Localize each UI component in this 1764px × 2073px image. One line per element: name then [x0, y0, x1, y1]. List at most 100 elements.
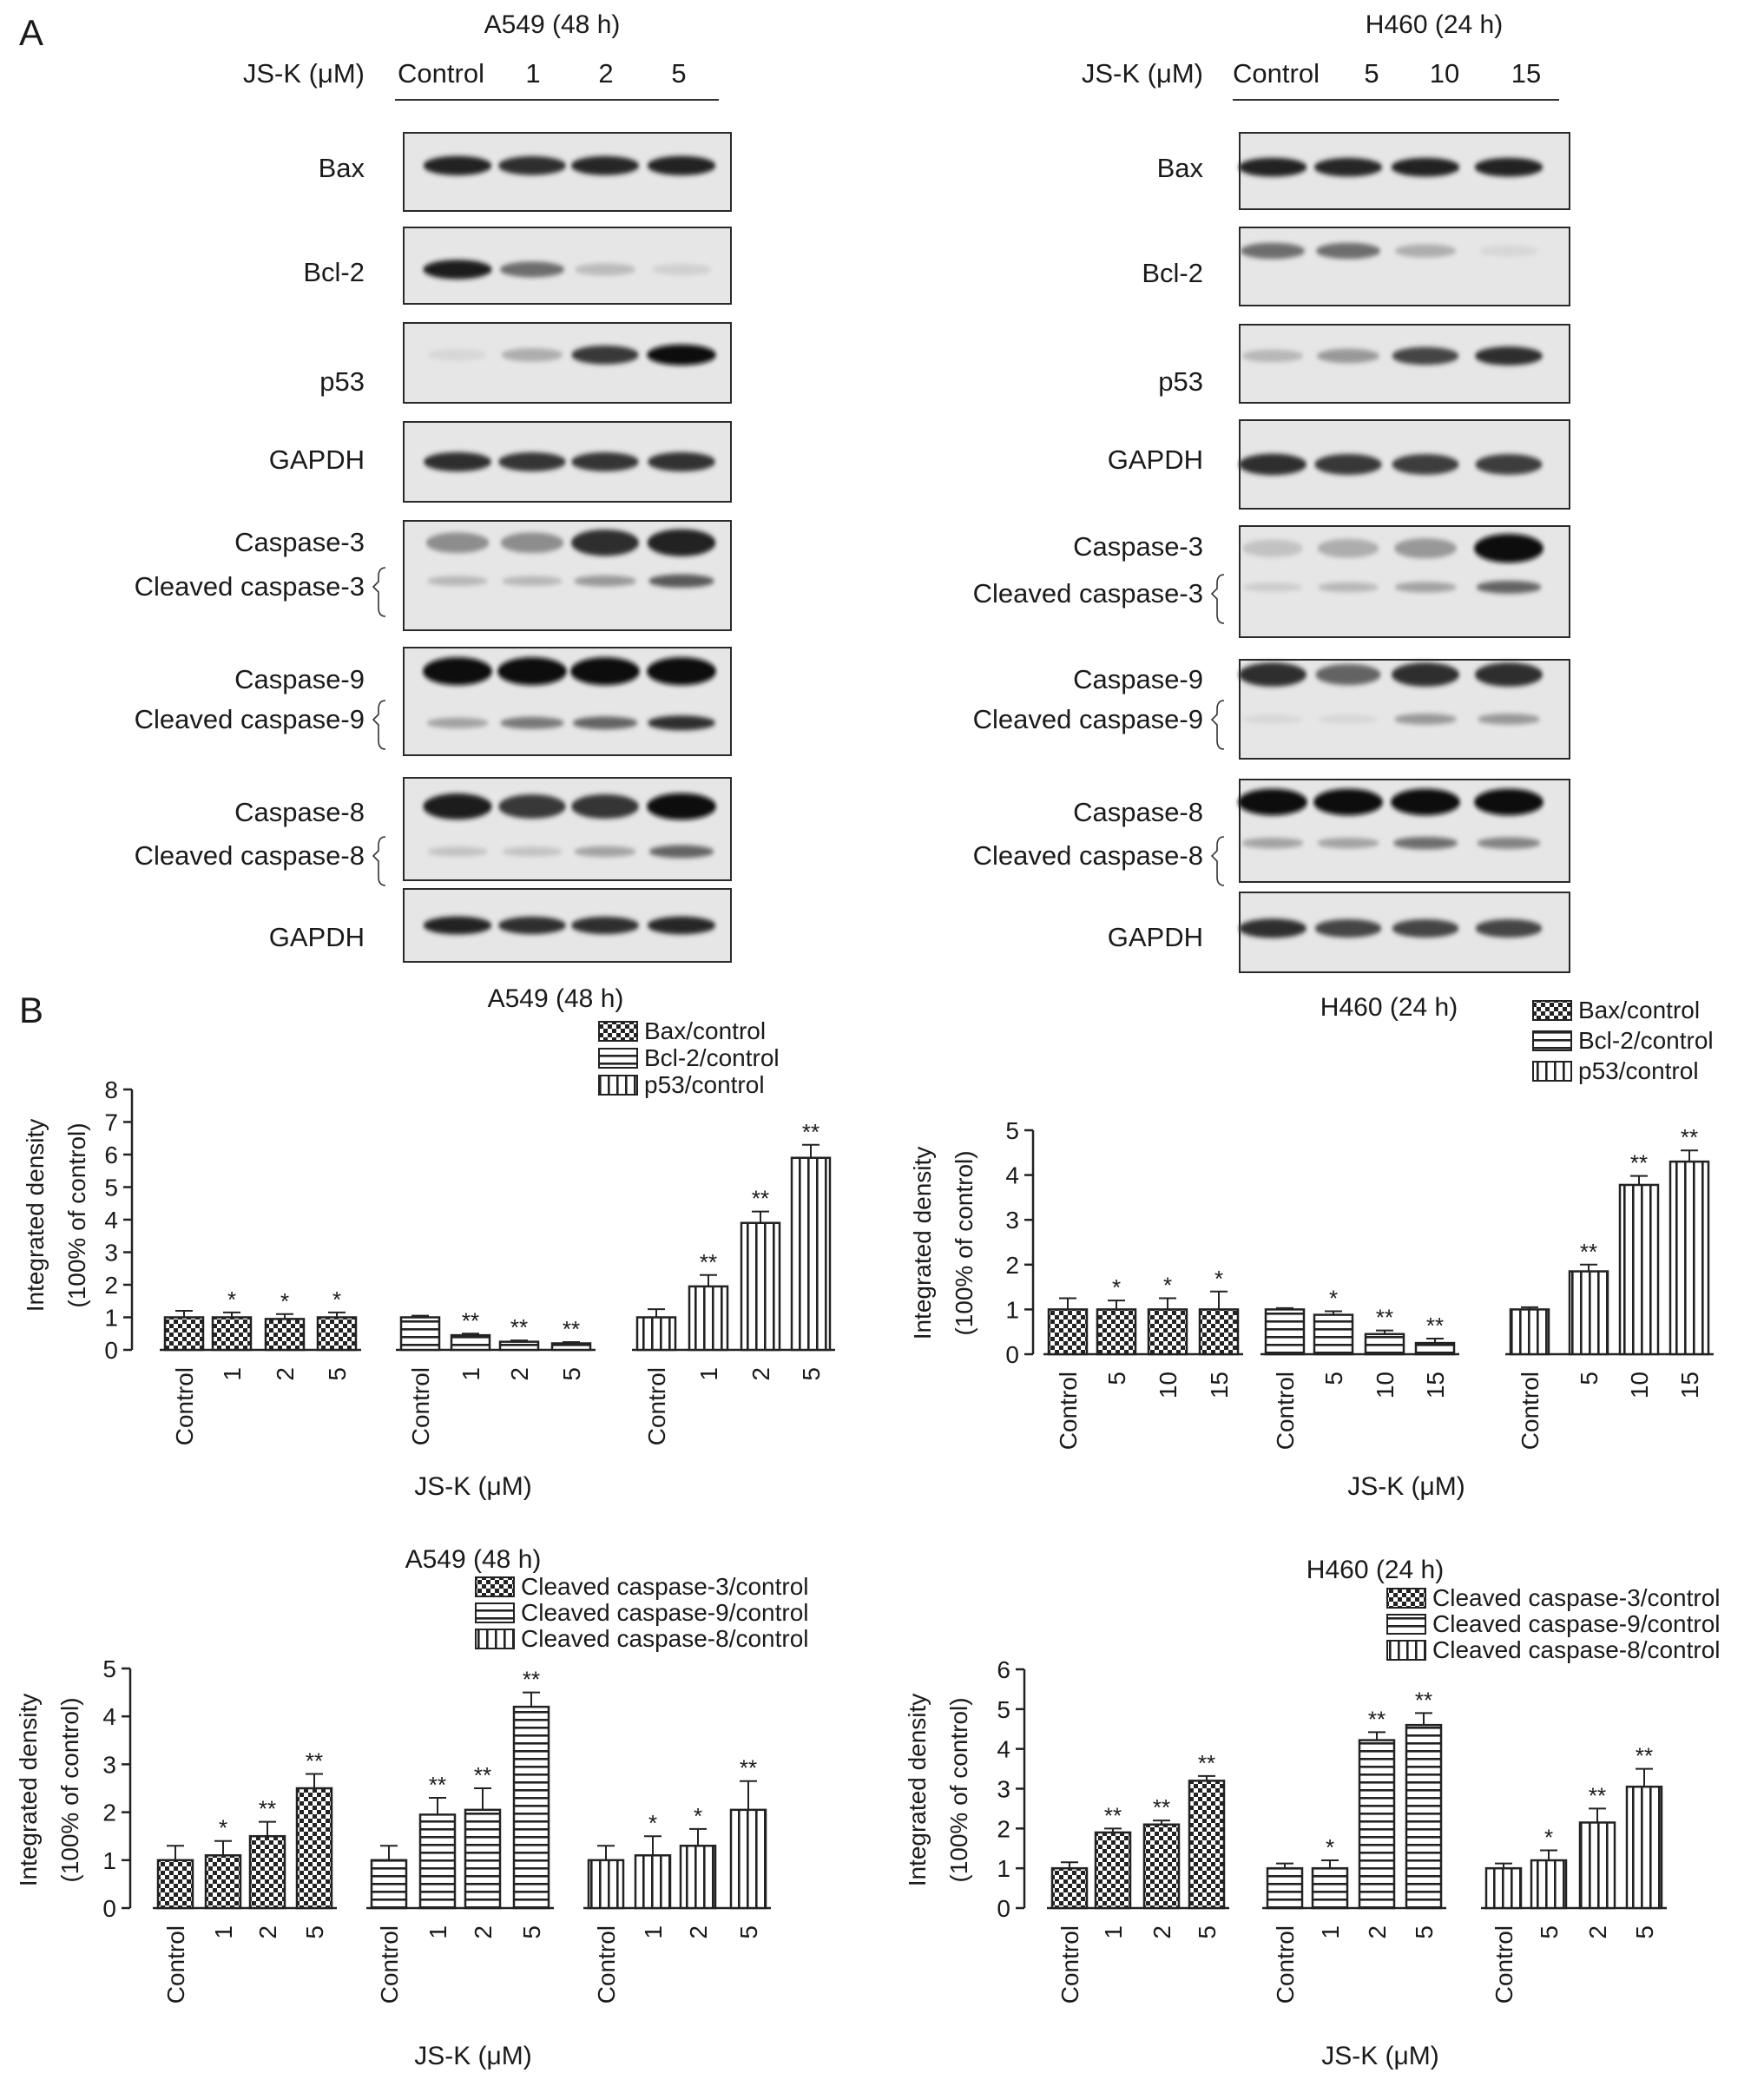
chart-title: H460 (24 h) — [1307, 1556, 1444, 1584]
significance-marker: ** — [1580, 1239, 1597, 1265]
blot-label: Caspase-9 — [1073, 664, 1203, 694]
legend-swatch — [1386, 1614, 1426, 1635]
legend-label: Bax/control — [644, 1017, 766, 1044]
blot-band — [571, 793, 639, 819]
legend-swatch — [475, 1576, 515, 1597]
blot-band — [1240, 242, 1306, 260]
blot-band — [647, 916, 716, 935]
blot-band — [497, 155, 567, 175]
y-tick-label: 7 — [104, 1109, 118, 1136]
blot-band — [500, 532, 564, 554]
wb-lane-label: 15 — [1511, 58, 1541, 89]
significance-marker: ** — [740, 1755, 757, 1781]
y-tick-label: 4 — [104, 1207, 118, 1234]
bracket-icon — [1210, 836, 1225, 886]
bar — [512, 1705, 550, 1910]
blot-label: Caspase-3 — [234, 527, 365, 557]
x-axis-label: JS-K (μM) — [1321, 2042, 1439, 2070]
significance-marker: * — [219, 1815, 227, 1841]
x-tick-label: 5 — [798, 1367, 825, 1381]
y-tick-label: 4 — [102, 1703, 116, 1730]
bar-chart-h460-caspases: H460 (24 h) 0 1 2 3 4 5 6 Integrated density (100… — [904, 1556, 1721, 2070]
legend-label: Bcl-2/control — [644, 1044, 780, 1071]
bar — [1188, 1780, 1226, 1910]
significance-marker: * — [1326, 1834, 1334, 1860]
blot-band — [1242, 582, 1303, 592]
blot-band — [1317, 538, 1379, 558]
blot-band — [425, 532, 490, 554]
blot-label: p53 — [1158, 366, 1203, 397]
blot-band — [1477, 714, 1541, 725]
x-tick-label: 15 — [1422, 1372, 1449, 1398]
y-tick-label: 1 — [104, 1305, 118, 1332]
legend-label: Cleaved caspase-8/control — [521, 1625, 809, 1652]
blot-strip: Bcl-2 — [303, 227, 732, 305]
legend-swatch — [1386, 1640, 1426, 1661]
x-tick-label: 5 — [1411, 1925, 1438, 1939]
bar — [418, 1813, 457, 1910]
blot-band — [497, 916, 567, 935]
x-tick-label: 5 — [735, 1925, 762, 1939]
y-axis-label: Integrated density — [15, 1694, 42, 1887]
bar — [450, 1333, 491, 1352]
blot-band — [1318, 714, 1379, 724]
wb-lane-label: Control — [1233, 58, 1320, 89]
y-axis-label: Integrated density — [22, 1119, 49, 1313]
blot-membrane — [1239, 227, 1570, 306]
bar — [1414, 1341, 1456, 1356]
blot-strip: GAPDH — [269, 421, 732, 503]
legend-label: Cleaved caspase-3/control — [1432, 1584, 1721, 1611]
significance-marker: ** — [1376, 1305, 1393, 1331]
blot-strip: Caspase-3 Cleaved caspase-3 — [973, 525, 1570, 638]
blot-band — [573, 575, 637, 587]
blot-band — [1317, 582, 1379, 593]
bar — [1509, 1308, 1550, 1356]
significance-marker: ** — [1153, 1794, 1170, 1820]
y-tick-label: 4 — [997, 1736, 1010, 1763]
significance-marker: * — [227, 1287, 236, 1313]
bar — [1313, 1313, 1354, 1356]
blot-band — [1316, 348, 1380, 364]
significance-marker: ** — [1368, 1706, 1386, 1732]
blot-band — [1474, 533, 1544, 563]
blot-band — [423, 916, 492, 935]
bar — [264, 1318, 306, 1352]
bar — [1311, 1866, 1349, 1910]
x-tick-label: 5 — [1103, 1372, 1130, 1385]
bar — [163, 1316, 205, 1352]
blot-label: Bax — [319, 153, 365, 183]
x-tick-label: 15 — [1206, 1372, 1233, 1398]
y-tick-label: 3 — [997, 1776, 1010, 1803]
blot-band — [426, 717, 489, 728]
y-tick-label: 0 — [997, 1895, 1010, 1922]
y-tick-label: 3 — [102, 1751, 116, 1778]
legend-label: Bax/control — [1578, 997, 1700, 1023]
blot-band — [498, 452, 566, 471]
blot-band — [648, 845, 714, 859]
x-tick-label: 5 — [1194, 1925, 1221, 1939]
y-tick-label: 2 — [102, 1800, 116, 1826]
bar — [1405, 1723, 1443, 1910]
blot-strip: p53 — [1158, 324, 1570, 404]
blot-band — [647, 715, 716, 731]
blot-band — [647, 344, 716, 365]
bar — [1264, 1308, 1306, 1356]
blot-band — [1475, 918, 1543, 938]
wb-treatment-label: JS-K (μM) — [1082, 58, 1203, 89]
significance-marker: ** — [1589, 1782, 1606, 1808]
bar — [1625, 1785, 1663, 1910]
blot-strip: GAPDH — [269, 888, 732, 963]
significance-marker: ** — [474, 1762, 491, 1788]
blot-label: p53 — [319, 366, 365, 397]
bar — [1050, 1866, 1089, 1910]
legend-label: p53/control — [644, 1071, 765, 1098]
blot-band — [1317, 838, 1379, 849]
blot-band — [1238, 918, 1307, 938]
bar — [248, 1834, 286, 1910]
x-tick-label: 2 — [272, 1367, 299, 1381]
significance-marker: * — [1112, 1274, 1121, 1300]
significance-marker: * — [1163, 1273, 1172, 1299]
blot-label: GAPDH — [1108, 444, 1203, 475]
significance-marker: * — [1214, 1266, 1223, 1292]
bar — [464, 1808, 502, 1910]
